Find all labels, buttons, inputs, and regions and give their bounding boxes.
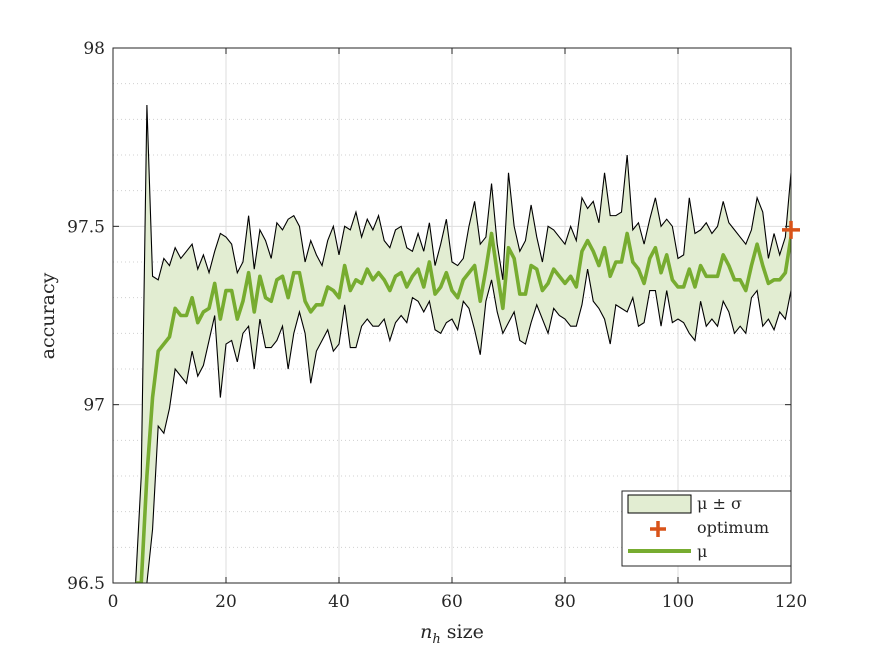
legend-band-label: μ ± σ	[697, 494, 742, 513]
series-upper-line	[135, 105, 791, 583]
legend-optimum-label: optimum	[697, 518, 769, 537]
x-axis-label: nh size	[420, 621, 484, 647]
y-tick-label: 97.5	[67, 217, 105, 237]
y-tick-label: 97	[83, 396, 105, 416]
x-tick-label: 120	[775, 592, 807, 612]
legend-optimum-plus	[650, 521, 666, 537]
x-tick-label: 60	[441, 592, 463, 612]
legend-band-swatch	[627, 494, 692, 514]
x-tick-label: 100	[662, 592, 694, 612]
plot-area	[135, 105, 791, 583]
x-tick-label: 20	[215, 592, 237, 612]
y-axis-label: accuracy	[37, 272, 59, 359]
x-tick-label: 0	[108, 592, 119, 612]
y-tick-label: 98	[83, 39, 105, 59]
x-tick-label: 80	[554, 592, 576, 612]
optimum-marker	[782, 220, 800, 239]
legend-mean-label: μ	[697, 542, 707, 561]
tick-labels: 0 20 40 60 80 100 120 96.5 97 97.5 98	[67, 39, 807, 612]
series-lower-line	[135, 269, 791, 583]
sigma-band	[135, 105, 791, 583]
y-tick-label: 96.5	[67, 574, 105, 594]
x-tick-label: 40	[328, 592, 350, 612]
series-mean-line	[135, 231, 791, 583]
legend-optimum-marker	[650, 521, 666, 537]
legend: μ ± σ optimum μ	[621, 490, 792, 567]
